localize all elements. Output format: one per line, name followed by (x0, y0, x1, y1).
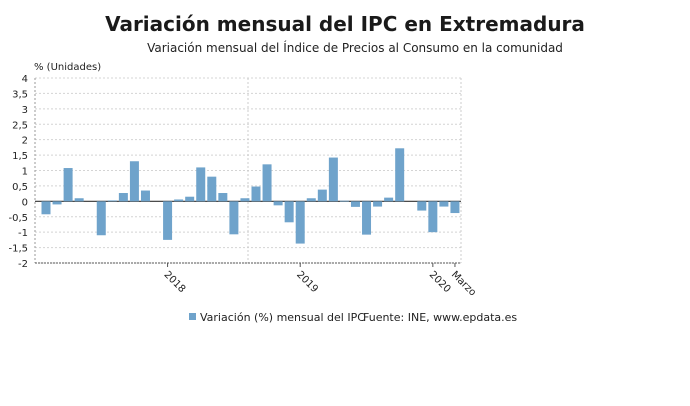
bar (262, 164, 272, 202)
y-tick-label: 0,5 (12, 182, 28, 193)
x-tick-label: Marzo (449, 269, 478, 298)
chart-title: Variación mensual del IPC en Extremadura (105, 12, 585, 36)
y-axis-ticks: 4 3,5 3 2,5 2 1,5 1 0,5 0 -0,5 -1 -1,5 -2 (8, 74, 28, 270)
y-tick-label: 2 (22, 136, 28, 147)
legend-swatch (189, 313, 196, 320)
bar (417, 201, 427, 211)
y-tick-label: 3 (22, 105, 28, 116)
bar (273, 201, 283, 206)
bar (63, 168, 73, 202)
y-tick-label: 1,5 (12, 151, 28, 162)
bar (439, 201, 449, 207)
gridlines (34, 77, 462, 264)
chart-subtitle: Variación mensual del Índice de Precios … (147, 41, 563, 55)
bar (196, 167, 206, 202)
bar (350, 201, 360, 207)
bar (295, 201, 305, 244)
bar (96, 201, 106, 236)
bar (140, 190, 150, 202)
y-tick-label: 0 (22, 197, 28, 208)
bar (428, 201, 438, 233)
y-tick-label: -2 (18, 259, 28, 270)
bar (306, 198, 316, 202)
bar (185, 196, 195, 202)
y-tick-label: -0,5 (8, 213, 28, 224)
bar (284, 201, 294, 223)
x-tick-label: 2019 (294, 269, 320, 295)
bar (229, 201, 239, 235)
bar (118, 193, 128, 202)
bar (74, 198, 84, 202)
bar (129, 161, 139, 202)
bar (317, 189, 327, 202)
bar (107, 200, 117, 202)
y-tick-label: 1 (22, 167, 28, 178)
bar (207, 176, 217, 202)
bar (218, 193, 228, 202)
x-tick-label: 2020 (427, 269, 453, 295)
bar (174, 199, 184, 202)
bar (395, 148, 405, 202)
bar (450, 201, 460, 214)
y-tick-label: 3,5 (12, 89, 28, 100)
bar (163, 201, 173, 240)
bar (339, 200, 349, 202)
bar (362, 201, 372, 235)
bar (41, 201, 51, 215)
bar (240, 198, 250, 202)
y-tick-label: 4 (22, 74, 28, 85)
y-tick-label: -1 (18, 228, 28, 239)
x-tick-label: 2018 (161, 269, 187, 295)
legend-label: Variación (%) mensual del IPC (200, 311, 365, 324)
bar (52, 201, 62, 205)
source-text: Fuente: INE, www.epdata.es (363, 311, 517, 324)
bar (328, 157, 338, 202)
bar (384, 197, 394, 202)
bars (41, 148, 460, 244)
y-axis-label: % (Unidades) (34, 62, 101, 73)
bar (373, 201, 383, 207)
bar (251, 186, 261, 202)
y-tick-label: -1,5 (8, 244, 28, 255)
y-tick-label: 2,5 (12, 120, 28, 131)
